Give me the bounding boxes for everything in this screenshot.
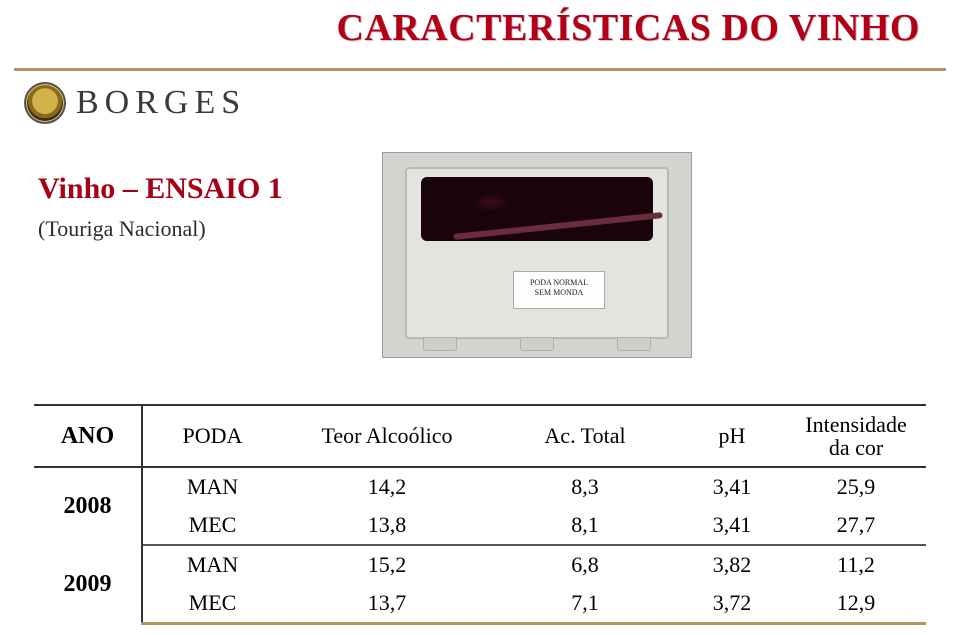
cell-int: 27,7 xyxy=(786,506,926,545)
cell-teor: 15,2 xyxy=(282,545,492,584)
photo-label-line1: PODA NORMAL xyxy=(514,278,604,288)
photo-grapes xyxy=(421,177,653,241)
year-cell-2008: 2008 xyxy=(34,467,142,545)
cell-int: 11,2 xyxy=(786,545,926,584)
cell-int: 12,9 xyxy=(786,584,926,624)
table-row: MEC 13,8 8,1 3,41 27,7 xyxy=(34,506,926,545)
cell-actotal: 8,1 xyxy=(492,506,678,545)
section-heading: Vinho – ENSAIO 1 xyxy=(38,172,283,206)
cell-poda: MEC xyxy=(142,584,282,624)
cell-poda: MAN xyxy=(142,545,282,584)
photo-bin-feet xyxy=(423,337,651,351)
cell-ph: 3,82 xyxy=(678,545,786,584)
photo-foot xyxy=(520,337,554,351)
col-ano: ANO xyxy=(34,405,142,467)
slide-title-row: CARACTERÍSTICAS DO VINHO xyxy=(336,6,920,50)
year-cell-2009: 2009 xyxy=(34,545,142,624)
col-poda: PODA xyxy=(142,405,282,467)
photo-foot xyxy=(423,337,457,351)
wine-data-table-wrap: ANO PODA Teor Alcoólico Ac. Total pH Int… xyxy=(34,404,926,625)
cell-poda: MEC xyxy=(142,506,282,545)
table-row: 2009 MAN 15,2 6,8 3,82 11,2 xyxy=(34,545,926,584)
photo-label-line2: SEM MONDA xyxy=(514,288,604,298)
brand-seal-icon xyxy=(24,82,66,124)
cell-actotal: 7,1 xyxy=(492,584,678,624)
cell-teor: 13,8 xyxy=(282,506,492,545)
cell-ph: 3,72 xyxy=(678,584,786,624)
wine-bin-photo: PODA NORMAL SEM MONDA xyxy=(382,152,692,358)
col-intensidade: Intensidade da cor xyxy=(786,405,926,467)
section-subheading: (Touriga Nacional) xyxy=(38,216,283,242)
table-row: MEC 13,7 7,1 3,72 12,9 xyxy=(34,584,926,624)
cell-teor: 13,7 xyxy=(282,584,492,624)
photo-foot xyxy=(617,337,651,351)
cell-teor: 14,2 xyxy=(282,467,492,506)
cell-actotal: 6,8 xyxy=(492,545,678,584)
photo-bin-label: PODA NORMAL SEM MONDA xyxy=(513,271,605,309)
wine-data-table: ANO PODA Teor Alcoólico Ac. Total pH Int… xyxy=(34,404,926,625)
cell-poda: MAN xyxy=(142,467,282,506)
col-actotal: Ac. Total xyxy=(492,405,678,467)
cell-ph: 3,41 xyxy=(678,506,786,545)
title-underline xyxy=(14,68,946,71)
col-intensidade-l2: da cor xyxy=(829,435,883,460)
brand-name: BORGES xyxy=(76,84,246,122)
cell-int: 25,9 xyxy=(786,467,926,506)
brand-logo: BORGES xyxy=(24,74,264,132)
table-group-2009: 2009 MAN 15,2 6,8 3,82 11,2 MEC 13,7 7,1… xyxy=(34,545,926,624)
col-intensidade-l1: Intensidade xyxy=(805,412,906,437)
table-group-2008: 2008 MAN 14,2 8,3 3,41 25,9 MEC 13,8 8,1… xyxy=(34,467,926,545)
col-ph: pH xyxy=(678,405,786,467)
cell-ph: 3,41 xyxy=(678,467,786,506)
slide-title: CARACTERÍSTICAS DO VINHO xyxy=(336,6,920,50)
col-teor: Teor Alcoólico xyxy=(282,405,492,467)
slide-container: CARACTERÍSTICAS DO VINHO BORGES Vinho – … xyxy=(0,0,960,635)
table-header-row: ANO PODA Teor Alcoólico Ac. Total pH Int… xyxy=(34,405,926,467)
table-row: 2008 MAN 14,2 8,3 3,41 25,9 xyxy=(34,467,926,506)
cell-actotal: 8,3 xyxy=(492,467,678,506)
